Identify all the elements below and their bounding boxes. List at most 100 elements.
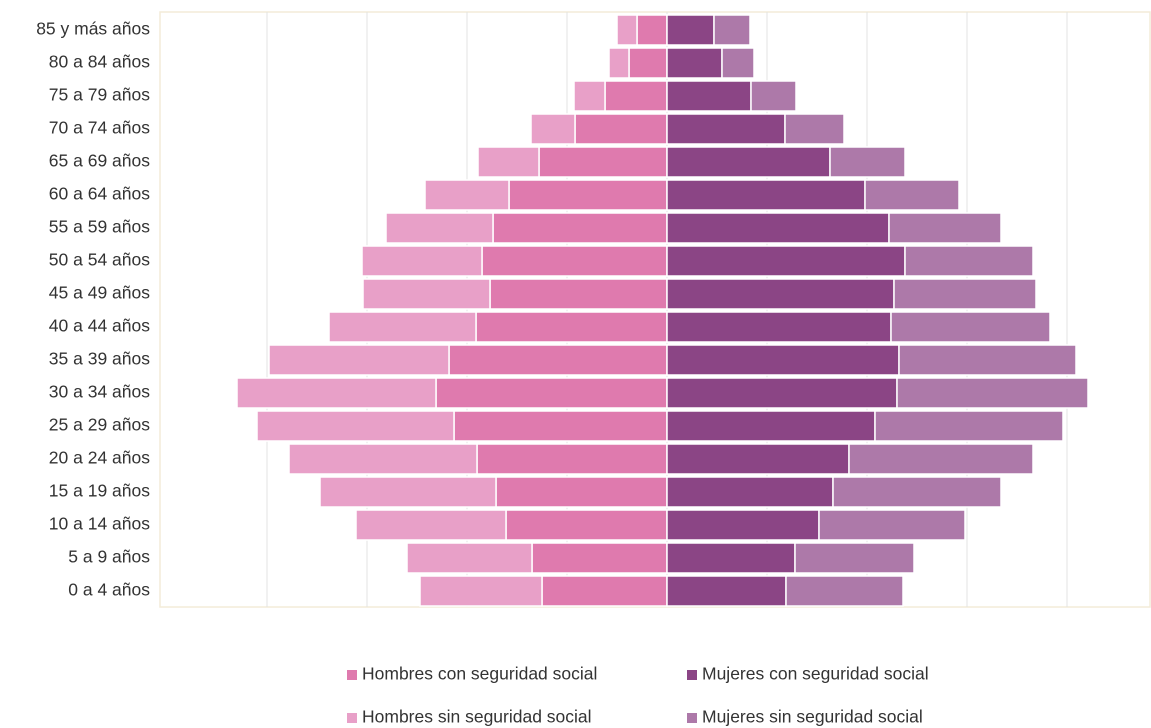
y-tick-label: 10 a 14 años <box>49 514 150 534</box>
bar <box>268 344 450 376</box>
legend-swatch <box>347 670 357 680</box>
bar <box>604 80 668 112</box>
bar <box>288 443 478 475</box>
bar <box>666 47 723 79</box>
bar <box>406 542 533 574</box>
bar <box>424 179 510 211</box>
bar <box>666 311 892 343</box>
y-tick-label: 25 a 29 años <box>49 415 150 435</box>
bar <box>666 245 906 277</box>
bar <box>890 311 1051 343</box>
bar <box>898 344 1077 376</box>
bar <box>236 377 437 409</box>
bar <box>666 575 787 607</box>
y-tick-label: 5 a 9 años <box>68 547 150 567</box>
bar <box>666 476 834 508</box>
y-tick-label: 55 a 59 años <box>49 217 150 237</box>
bar <box>666 179 866 211</box>
y-tick-label: 40 a 44 años <box>49 316 150 336</box>
bar <box>448 344 668 376</box>
bar <box>713 14 751 46</box>
legend-swatch <box>687 670 697 680</box>
bar <box>896 377 1089 409</box>
bar <box>666 113 786 145</box>
bar <box>666 14 715 46</box>
bar <box>666 80 752 112</box>
bar <box>874 410 1064 442</box>
bar <box>573 80 606 112</box>
bar <box>666 410 876 442</box>
bar <box>666 212 890 244</box>
bar <box>904 245 1034 277</box>
y-tick-label: 80 a 84 años <box>49 52 150 72</box>
bar <box>477 146 540 178</box>
bar <box>481 245 668 277</box>
bar <box>864 179 960 211</box>
bar <box>721 47 755 79</box>
bar <box>829 146 906 178</box>
bar <box>435 377 668 409</box>
bar <box>628 47 668 79</box>
bar <box>489 278 668 310</box>
y-tick-label: 70 a 74 años <box>49 118 150 138</box>
y-tick-label: 85 y más años <box>36 19 150 39</box>
bar <box>328 311 477 343</box>
y-tick-label: 60 a 64 años <box>49 184 150 204</box>
y-tick-label: 30 a 34 años <box>49 382 150 402</box>
bar <box>508 179 668 211</box>
legend-swatch <box>687 713 697 723</box>
bar <box>750 80 797 112</box>
legend-label: Hombres con seguridad social <box>362 664 597 684</box>
bar <box>794 542 915 574</box>
bar <box>541 575 668 607</box>
bar <box>888 212 1002 244</box>
legend-label: Mujeres con seguridad social <box>702 664 929 684</box>
bar <box>538 146 668 178</box>
bar <box>355 509 507 541</box>
y-tick-label: 45 a 49 años <box>49 283 150 303</box>
bar <box>666 509 820 541</box>
legend-swatch <box>347 713 357 723</box>
plot-area <box>159 11 1151 608</box>
bar <box>319 476 497 508</box>
bar <box>785 575 904 607</box>
legend-label: Mujeres sin seguridad social <box>702 707 923 727</box>
bar <box>385 212 494 244</box>
bar <box>530 113 576 145</box>
bar <box>419 575 543 607</box>
bar <box>361 245 483 277</box>
bar <box>784 113 845 145</box>
y-tick-label: 0 a 4 años <box>68 580 150 600</box>
bar <box>636 14 668 46</box>
bar <box>453 410 668 442</box>
y-tick-label: 35 a 39 años <box>49 349 150 369</box>
y-tick-label: 20 a 24 años <box>49 448 150 468</box>
y-tick-label: 75 a 79 años <box>49 85 150 105</box>
bar <box>608 47 630 79</box>
bar <box>666 443 850 475</box>
bar <box>475 311 668 343</box>
bar <box>666 146 831 178</box>
y-tick-label: 65 a 69 años <box>49 151 150 171</box>
bar <box>505 509 668 541</box>
bar <box>616 14 638 46</box>
bar <box>666 278 895 310</box>
bar <box>476 443 668 475</box>
bar <box>531 542 668 574</box>
bar <box>574 113 668 145</box>
bar <box>256 410 455 442</box>
y-tick-label: 50 a 54 años <box>49 250 150 270</box>
bar <box>832 476 1002 508</box>
bar <box>893 278 1037 310</box>
bar <box>666 542 796 574</box>
legend-label: Hombres sin seguridad social <box>362 707 592 727</box>
bar <box>666 377 898 409</box>
bar <box>666 344 900 376</box>
y-tick-label: 15 a 19 años <box>49 481 150 501</box>
bar <box>495 476 668 508</box>
bar <box>492 212 668 244</box>
bar <box>362 278 491 310</box>
bar <box>818 509 966 541</box>
bar <box>848 443 1034 475</box>
